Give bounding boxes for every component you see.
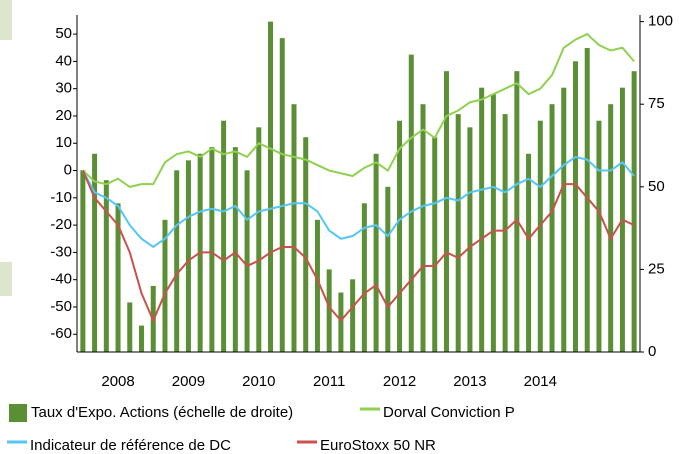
bar [385, 186, 391, 352]
bar [631, 71, 637, 353]
bar [596, 120, 602, 352]
bar [256, 127, 262, 352]
y-tick-label: -50 [50, 298, 72, 315]
bar [303, 137, 309, 352]
bar [221, 120, 227, 352]
x-tick-label: 2009 [172, 373, 205, 390]
line [82, 32, 635, 188]
y-tick-label: 30 [55, 80, 72, 97]
bar [443, 71, 449, 353]
bar [326, 269, 332, 352]
y-tick-label: -60 [50, 325, 72, 342]
x-tick-label: 2011 [313, 373, 345, 390]
bar [314, 219, 320, 352]
x-tick-label: 2013 [453, 373, 486, 390]
line [81, 170, 635, 324]
bar [127, 302, 133, 352]
y-tick-label: -30 [50, 243, 72, 260]
bar [608, 104, 614, 353]
bar [479, 87, 485, 352]
bar [174, 170, 180, 352]
bar [514, 71, 520, 353]
bar [467, 127, 473, 352]
y2-tick-label: 0 [648, 343, 656, 360]
bar [455, 114, 461, 352]
y-tick-label: 20 [55, 107, 72, 124]
y-tick-label: -10 [50, 189, 72, 206]
bar [432, 137, 438, 352]
bar [115, 203, 121, 352]
bar [162, 219, 168, 352]
decor [0, 0, 12, 40]
x-tick-label: 2008 [101, 373, 134, 390]
bar [537, 120, 543, 352]
y2-tick-label: 25 [648, 260, 665, 277]
bar [502, 114, 508, 352]
y-tick-label: 50 [55, 25, 72, 42]
bar [420, 104, 426, 353]
y2-tick-label: 75 [648, 95, 665, 112]
bar [526, 153, 532, 352]
y2-tick-label: 50 [648, 178, 665, 195]
bar [338, 292, 344, 352]
bar [139, 325, 145, 352]
decor [0, 262, 12, 296]
x-tick-label: 2010 [242, 373, 275, 390]
legend-label: Indicateur de référence de DC [30, 437, 231, 454]
bar [490, 94, 496, 352]
bar [268, 21, 274, 352]
bar [279, 38, 285, 353]
bar [549, 104, 555, 353]
bar [232, 147, 238, 352]
bar [397, 120, 403, 352]
y2-tick-label: 100 [648, 13, 673, 30]
legend-label: Taux d'Expo. Actions (échelle de droite) [31, 404, 293, 421]
x-tick-label: 2014 [524, 373, 557, 390]
bar [584, 48, 590, 352]
bar [80, 170, 86, 352]
x-tick-label: 2012 [383, 373, 416, 390]
bar [561, 87, 567, 352]
y-tick-label: 10 [55, 134, 72, 151]
bar [572, 61, 578, 352]
bar [350, 279, 356, 352]
bar [361, 203, 367, 352]
legend-label: Dorval Conviction P [383, 404, 515, 421]
bar [209, 147, 215, 352]
line [81, 155, 635, 249]
y-tick-label: 0 [64, 162, 72, 179]
y-tick-label: -40 [50, 271, 72, 288]
plot-area [80, 21, 637, 353]
legend-label: EuroStoxx 50 NR [320, 437, 436, 454]
y-tick-label: -20 [50, 216, 72, 233]
bar [244, 170, 250, 352]
bar [373, 153, 379, 352]
bar [408, 54, 414, 352]
bar [185, 160, 191, 352]
bar [92, 153, 98, 352]
bar [291, 104, 297, 353]
bar [103, 180, 109, 352]
y-tick-label: 40 [55, 52, 72, 69]
legend-swatch [9, 404, 27, 422]
